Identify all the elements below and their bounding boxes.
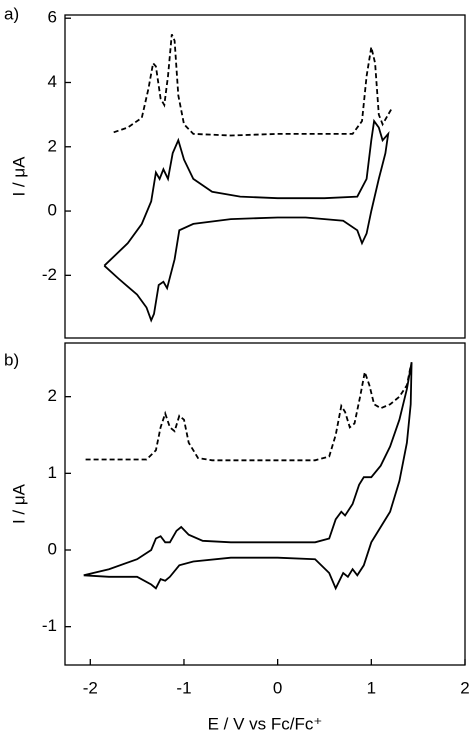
y-tick-label: -2 bbox=[42, 265, 57, 284]
y-tick-label: -1 bbox=[42, 616, 57, 635]
y-tick-label: 4 bbox=[48, 72, 57, 91]
x-axis-label: E / V vs Fc/Fc⁺ bbox=[208, 714, 323, 733]
x-tick-label: 0 bbox=[273, 678, 282, 697]
y-tick-label: 0 bbox=[48, 539, 57, 558]
panel-label: a) bbox=[4, 4, 19, 23]
y-tick-label: 1 bbox=[48, 463, 57, 482]
y-axis-label: I / μA bbox=[9, 156, 28, 197]
y-tick-label: 2 bbox=[48, 386, 57, 405]
x-tick-label: 2 bbox=[460, 678, 469, 697]
plot-frame bbox=[64, 342, 466, 666]
y-axis-label: I / μA bbox=[9, 483, 28, 524]
solid-curve bbox=[83, 362, 413, 591]
y-tick-label: 2 bbox=[48, 136, 57, 155]
dashed-curve bbox=[113, 33, 393, 137]
y-tick-label: 0 bbox=[48, 201, 57, 220]
dashed-curve bbox=[85, 365, 412, 462]
plot-frame bbox=[64, 14, 466, 339]
panel-label: b) bbox=[4, 350, 19, 369]
y-tick-label: 6 bbox=[48, 8, 57, 27]
solid-curve bbox=[103, 118, 390, 323]
x-tick-label: -2 bbox=[83, 678, 98, 697]
x-tick-label: 1 bbox=[367, 678, 376, 697]
x-tick-label: -1 bbox=[176, 678, 191, 697]
